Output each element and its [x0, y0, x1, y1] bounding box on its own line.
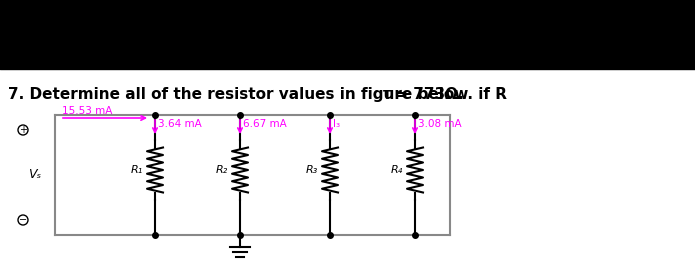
Text: 3.08 mA: 3.08 mA: [418, 119, 461, 129]
Text: Vₛ: Vₛ: [28, 168, 41, 181]
Text: I₃: I₃: [333, 119, 340, 129]
Text: R₄: R₄: [391, 165, 403, 175]
Text: R₁: R₁: [131, 165, 143, 175]
Text: 3.64 mA: 3.64 mA: [158, 119, 202, 129]
Text: 6.67 mA: 6.67 mA: [243, 119, 287, 129]
Text: T: T: [383, 89, 392, 102]
Text: −: −: [19, 215, 27, 225]
Text: 7. Determine all of the resistor values in figure below. if R: 7. Determine all of the resistor values …: [8, 87, 507, 102]
Text: R₂: R₂: [215, 165, 228, 175]
Text: 15.53 mA: 15.53 mA: [62, 106, 113, 116]
Text: = 773Ω.: = 773Ω.: [390, 87, 464, 102]
Text: +: +: [19, 125, 27, 135]
Text: R₃: R₃: [306, 165, 318, 175]
